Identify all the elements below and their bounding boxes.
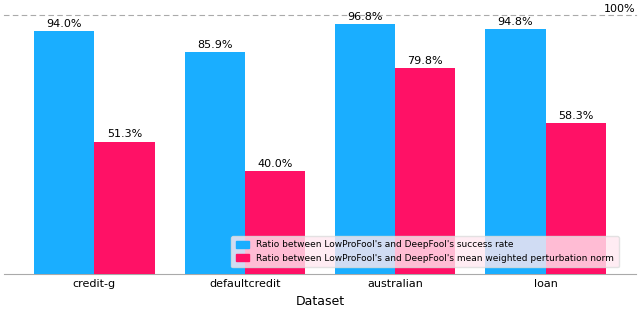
Legend: Ratio between LowProFool's and DeepFool's success rate, Ratio between LowProFool: Ratio between LowProFool's and DeepFool'… xyxy=(231,236,619,267)
Bar xyxy=(95,142,155,275)
Text: 96.8%: 96.8% xyxy=(348,12,383,22)
X-axis label: Dataset: Dataset xyxy=(296,295,344,308)
Bar xyxy=(335,24,395,275)
Bar xyxy=(245,171,305,275)
Text: 94.0%: 94.0% xyxy=(47,19,82,29)
Text: 85.9%: 85.9% xyxy=(197,40,232,50)
Bar xyxy=(485,29,545,275)
Text: 79.8%: 79.8% xyxy=(408,56,443,66)
Text: 40.0%: 40.0% xyxy=(257,159,292,169)
Text: 51.3%: 51.3% xyxy=(107,129,142,139)
Bar xyxy=(185,52,245,275)
Bar xyxy=(35,31,95,275)
Bar xyxy=(395,68,455,275)
Text: 58.3%: 58.3% xyxy=(558,111,593,121)
Text: 100%: 100% xyxy=(604,4,636,14)
Text: 94.8%: 94.8% xyxy=(498,17,533,27)
Bar xyxy=(545,123,605,275)
